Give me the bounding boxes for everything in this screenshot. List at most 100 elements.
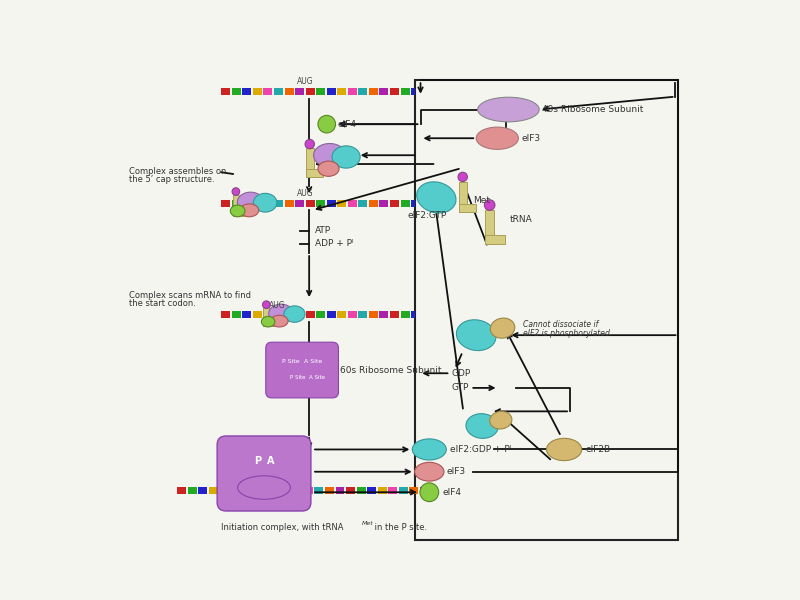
Bar bbox=[295, 88, 304, 95]
Bar bbox=[253, 200, 262, 207]
Ellipse shape bbox=[238, 192, 264, 212]
Bar bbox=[430, 487, 435, 494]
Ellipse shape bbox=[490, 412, 512, 429]
Text: ADP + Pᴵ: ADP + Pᴵ bbox=[315, 239, 354, 248]
Bar bbox=[358, 88, 367, 95]
Text: Initiation complex, with tRNA: Initiation complex, with tRNA bbox=[222, 523, 344, 532]
Bar bbox=[272, 487, 281, 494]
Text: eIF2B: eIF2B bbox=[586, 445, 610, 454]
Bar bbox=[338, 88, 346, 95]
Bar bbox=[222, 200, 230, 207]
Text: eIF4: eIF4 bbox=[442, 488, 462, 497]
Text: eIF3: eIF3 bbox=[522, 134, 541, 143]
Ellipse shape bbox=[490, 318, 515, 338]
Bar bbox=[411, 88, 414, 95]
Bar bbox=[251, 487, 260, 494]
Bar bbox=[358, 200, 367, 207]
Bar bbox=[233, 210, 245, 215]
Ellipse shape bbox=[478, 97, 539, 122]
Bar bbox=[274, 311, 283, 318]
Text: AUG: AUG bbox=[269, 301, 286, 310]
Bar bbox=[338, 200, 346, 207]
Bar bbox=[285, 311, 294, 318]
Bar bbox=[369, 200, 378, 207]
Bar bbox=[241, 487, 250, 494]
Bar bbox=[420, 487, 429, 494]
Bar bbox=[326, 200, 336, 207]
Ellipse shape bbox=[270, 315, 288, 327]
Bar bbox=[198, 487, 207, 494]
Bar bbox=[390, 200, 399, 207]
Text: eIF3: eIF3 bbox=[447, 467, 466, 476]
Bar bbox=[390, 88, 399, 95]
Bar bbox=[358, 311, 367, 318]
Bar bbox=[379, 200, 389, 207]
Bar bbox=[188, 487, 197, 494]
Text: eIF2:GTP: eIF2:GTP bbox=[407, 211, 446, 220]
Bar bbox=[274, 88, 283, 95]
Ellipse shape bbox=[240, 204, 258, 217]
Bar bbox=[338, 311, 346, 318]
Bar bbox=[232, 88, 241, 95]
Bar bbox=[316, 88, 325, 95]
Bar bbox=[316, 200, 325, 207]
Ellipse shape bbox=[412, 439, 446, 460]
Bar bbox=[388, 487, 398, 494]
Text: GTP: GTP bbox=[451, 383, 469, 392]
Bar bbox=[285, 88, 294, 95]
Ellipse shape bbox=[456, 320, 496, 350]
Bar bbox=[304, 487, 313, 494]
Text: eIF4: eIF4 bbox=[338, 119, 356, 128]
Ellipse shape bbox=[254, 193, 277, 212]
Bar bbox=[253, 88, 262, 95]
Bar bbox=[263, 320, 275, 326]
Bar bbox=[262, 487, 270, 494]
Bar bbox=[253, 311, 262, 318]
Text: eIF2:GDP + Pᴵ: eIF2:GDP + Pᴵ bbox=[450, 445, 512, 454]
Bar bbox=[326, 311, 336, 318]
Bar bbox=[222, 88, 230, 95]
Text: Complex scans mRNA to find: Complex scans mRNA to find bbox=[130, 291, 251, 300]
Ellipse shape bbox=[269, 304, 294, 323]
Bar bbox=[306, 148, 314, 177]
Text: tRNA: tRNA bbox=[510, 215, 532, 224]
Bar bbox=[263, 311, 273, 318]
Text: Met: Met bbox=[474, 196, 490, 205]
Ellipse shape bbox=[546, 439, 582, 461]
Text: GDP: GDP bbox=[451, 369, 471, 378]
Bar bbox=[410, 487, 418, 494]
Bar bbox=[346, 487, 355, 494]
Bar bbox=[314, 487, 323, 494]
Bar bbox=[285, 200, 294, 207]
Bar bbox=[325, 487, 334, 494]
Text: 40s Ribosome Subunit: 40s Ribosome Subunit bbox=[542, 105, 644, 114]
Bar bbox=[411, 200, 414, 207]
Bar bbox=[242, 311, 251, 318]
Bar bbox=[222, 311, 230, 318]
Bar bbox=[263, 307, 270, 326]
Bar bbox=[458, 182, 467, 212]
Text: in the P site.: in the P site. bbox=[373, 523, 427, 532]
Bar bbox=[178, 487, 186, 494]
Text: P: P bbox=[254, 456, 262, 466]
Bar bbox=[282, 487, 292, 494]
Ellipse shape bbox=[262, 301, 270, 308]
Ellipse shape bbox=[305, 139, 314, 149]
Bar bbox=[209, 487, 218, 494]
Bar bbox=[369, 311, 378, 318]
Ellipse shape bbox=[318, 161, 339, 176]
Bar bbox=[230, 487, 239, 494]
Ellipse shape bbox=[238, 476, 290, 499]
Bar bbox=[411, 311, 414, 318]
Bar bbox=[295, 311, 304, 318]
Bar bbox=[348, 88, 357, 95]
Bar bbox=[295, 200, 304, 207]
Ellipse shape bbox=[318, 115, 335, 133]
Ellipse shape bbox=[230, 205, 245, 217]
Bar bbox=[274, 200, 283, 207]
Text: A: A bbox=[267, 456, 275, 466]
Bar bbox=[485, 211, 494, 244]
Bar bbox=[399, 487, 408, 494]
Bar bbox=[379, 88, 389, 95]
Bar bbox=[232, 311, 241, 318]
